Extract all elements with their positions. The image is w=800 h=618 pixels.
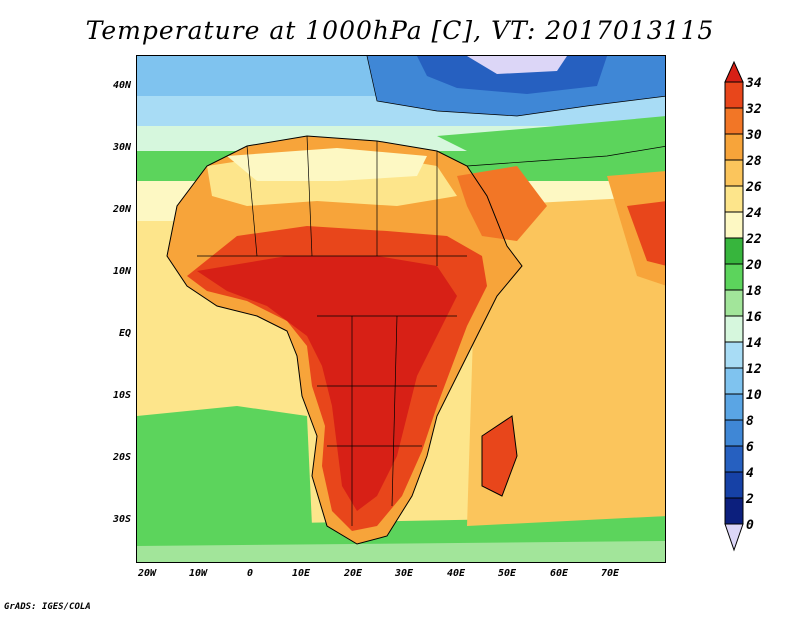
colorbar-label: 30 xyxy=(746,128,762,143)
colorbar-label: 4 xyxy=(746,466,754,481)
colorbar-label: 6 xyxy=(746,440,754,455)
colorbar xyxy=(724,60,744,552)
lon-label: 0 xyxy=(246,568,254,579)
lat-label: 10N xyxy=(112,266,131,277)
lat-label: 30S xyxy=(112,514,131,525)
colorbar-label: 10 xyxy=(746,388,762,403)
map-canvas xyxy=(137,56,665,562)
colorbar-label: 12 xyxy=(746,362,762,377)
lat-label: 30N xyxy=(112,142,131,153)
colorbar-label: 32 xyxy=(746,102,762,117)
temperature-map xyxy=(136,55,666,563)
lon-label: 30E xyxy=(394,568,414,579)
colorbar-label: 0 xyxy=(746,518,754,533)
colorbar-label: 20 xyxy=(746,258,762,273)
colorbar-label: 26 xyxy=(746,180,762,195)
lat-label: 10S xyxy=(112,390,131,401)
lon-label: 20W xyxy=(137,568,157,579)
lon-label: 40E xyxy=(446,568,466,579)
lon-label: 60E xyxy=(549,568,569,579)
lat-label: 20S xyxy=(112,452,131,463)
colorbar-label: 28 xyxy=(746,154,762,169)
colorbar-label: 18 xyxy=(746,284,762,299)
colorbar-label: 8 xyxy=(746,414,754,429)
lon-label: 10E xyxy=(291,568,311,579)
lon-label: 50E xyxy=(497,568,517,579)
colorbar-label: 16 xyxy=(746,310,762,325)
credit-text: GrADS: IGES/COLA xyxy=(4,602,91,612)
lat-label: EQ xyxy=(118,328,131,339)
colorbar-label: 24 xyxy=(746,206,762,221)
colorbar-label: 22 xyxy=(746,232,762,247)
lon-label: 70E xyxy=(600,568,620,579)
colorbar-min-arrow xyxy=(724,523,744,552)
lat-label: 20N xyxy=(112,204,131,215)
lon-label: 20E xyxy=(343,568,363,579)
colorbar-label: 34 xyxy=(746,76,762,91)
chart-title: Temperature at 1000hPa [C], VT: 20170131… xyxy=(85,16,715,45)
lon-label: 10W xyxy=(188,568,208,579)
colorbar-label: 2 xyxy=(746,492,754,507)
colorbar-label: 14 xyxy=(746,336,762,351)
colorbar-max-arrow xyxy=(724,60,744,83)
lat-label: 40N xyxy=(112,80,131,91)
